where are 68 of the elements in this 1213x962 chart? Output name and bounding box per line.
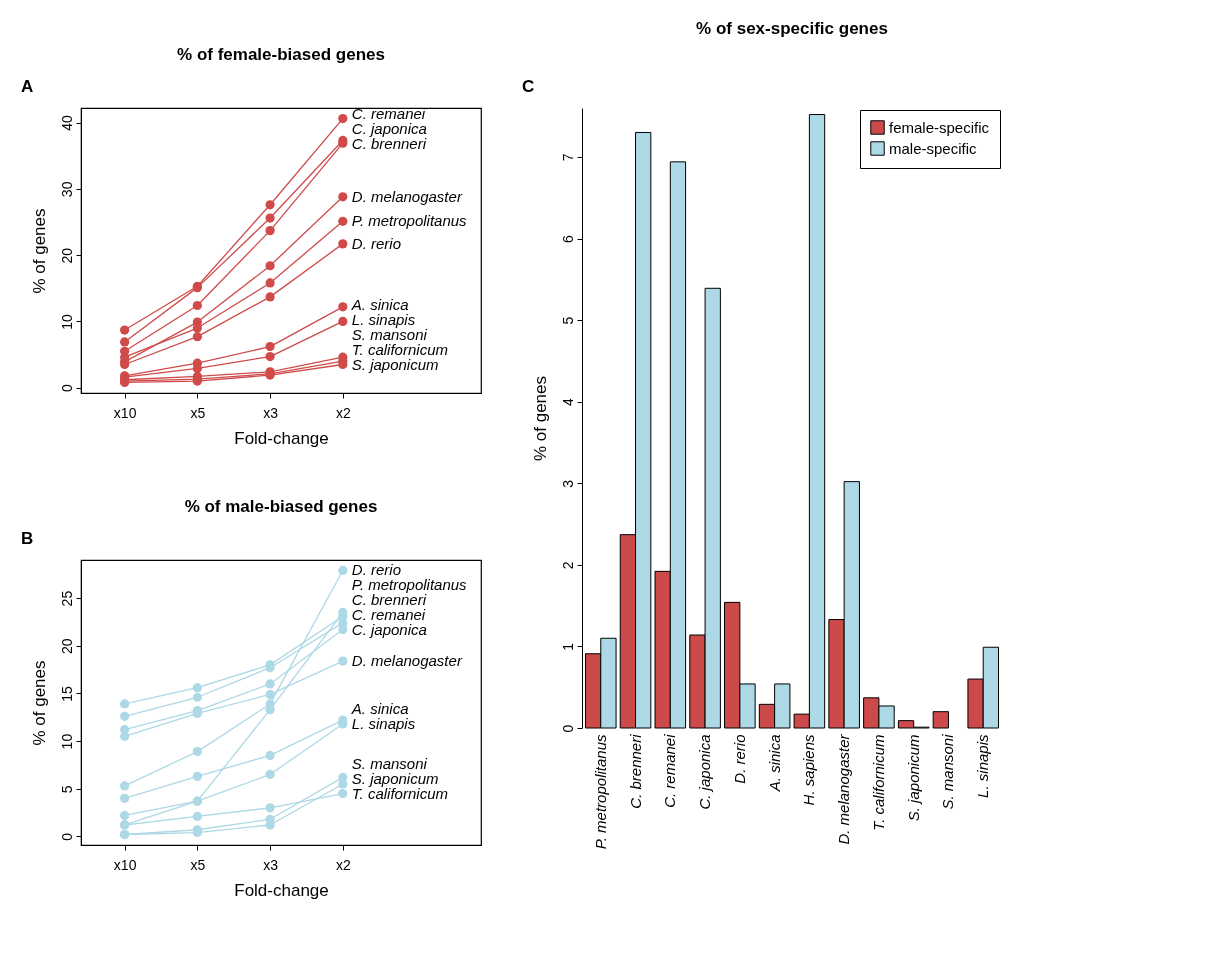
series-label: A. sinica	[350, 295, 409, 313]
text: A	[21, 77, 34, 96]
x-tick-label: P. metropolitanus	[591, 734, 609, 850]
series-label: P. metropolitanus	[351, 212, 468, 230]
x-tick-label: C. japonica	[696, 734, 714, 810]
series-label: S. japonicum	[351, 355, 439, 373]
x-tick-label: x3	[263, 404, 279, 421]
x-tick-label: H. sapiens	[800, 734, 818, 806]
y-tick-label: 20	[58, 247, 75, 264]
x-tick-label: x2	[335, 856, 351, 873]
y-tick-label: 2	[559, 561, 576, 570]
x-tick-label: x5	[190, 404, 206, 421]
series-label: C. remanei	[351, 105, 426, 122]
y-axis-title: % of genes	[530, 375, 550, 462]
chart-title: % of female-biased genes	[177, 45, 385, 64]
y-tick-label: 7	[559, 153, 576, 162]
x-tick-label: D. melanogaster	[835, 733, 853, 845]
y-tick-label: 0	[58, 832, 75, 841]
y-tick-label: 5	[559, 316, 576, 325]
y-axis-title: % of genes	[29, 660, 49, 746]
series-label: P. metropolitanus	[351, 575, 468, 593]
y-tick-label: 5	[58, 785, 75, 794]
chart-title: % of sex-specific genes	[696, 19, 888, 38]
series-label: D. rerio	[351, 234, 402, 252]
x-tick-label: x10	[113, 404, 137, 421]
series-label: C. remanei	[351, 605, 426, 623]
x-tick-label: x3	[263, 856, 279, 873]
legend-label: male-specific	[889, 139, 978, 157]
chart-title: % of male-biased genes	[184, 497, 378, 516]
x-tick-label: D. rerio	[730, 734, 748, 784]
series-label: A. sinica	[350, 699, 409, 717]
legend-label: female-specific	[889, 118, 990, 136]
y-tick-label: 15	[58, 685, 75, 702]
y-tick-label: 6	[559, 234, 576, 243]
x-tick-label: A. sinica	[765, 734, 783, 793]
y-tick-label: 3	[559, 479, 576, 488]
text: C	[522, 77, 535, 96]
series-label: T. californicum	[351, 340, 448, 358]
y-tick-label: 20	[58, 638, 75, 655]
y-tick-label: 10	[58, 733, 75, 750]
x-tick-label: x2	[335, 404, 351, 421]
x-tick-label: C. brenneri	[626, 733, 644, 809]
series-label: C. japonica	[351, 620, 427, 638]
series-label: D. rerio	[351, 560, 402, 578]
y-tick-label: 0	[58, 384, 75, 393]
series-label: D. melanogaster	[351, 652, 463, 670]
x-axis-title: Fold-change	[234, 428, 329, 448]
x-tick-label: C. remanei	[661, 733, 679, 808]
y-tick-label: 40	[58, 115, 75, 131]
x-tick-label: S. japonicum	[904, 734, 922, 822]
series-label: D. melanogaster	[351, 187, 463, 205]
y-tick-label: 25	[58, 590, 75, 607]
series-label: L. sinapis	[351, 714, 416, 732]
series-label: L. sinapis	[351, 310, 416, 328]
x-tick-label: S. mansoni	[939, 733, 957, 810]
y-tick-label: 10	[58, 313, 75, 330]
y-tick-label: 4	[559, 398, 576, 407]
x-tick-label: x5	[190, 856, 206, 873]
x-tick-label: x10	[113, 856, 137, 873]
y-tick-label: 30	[58, 181, 75, 198]
x-axis-title: Fold-change	[234, 880, 329, 900]
y-axis-title: % of genes	[29, 208, 49, 294]
y-tick-label: 0	[559, 724, 576, 733]
series-label: C. japonica	[351, 120, 427, 137]
y-tick-label: 1	[559, 642, 576, 651]
text: B	[21, 529, 34, 548]
x-tick-label: L. sinapis	[974, 734, 992, 798]
x-tick-label: T. californicum	[869, 734, 887, 831]
